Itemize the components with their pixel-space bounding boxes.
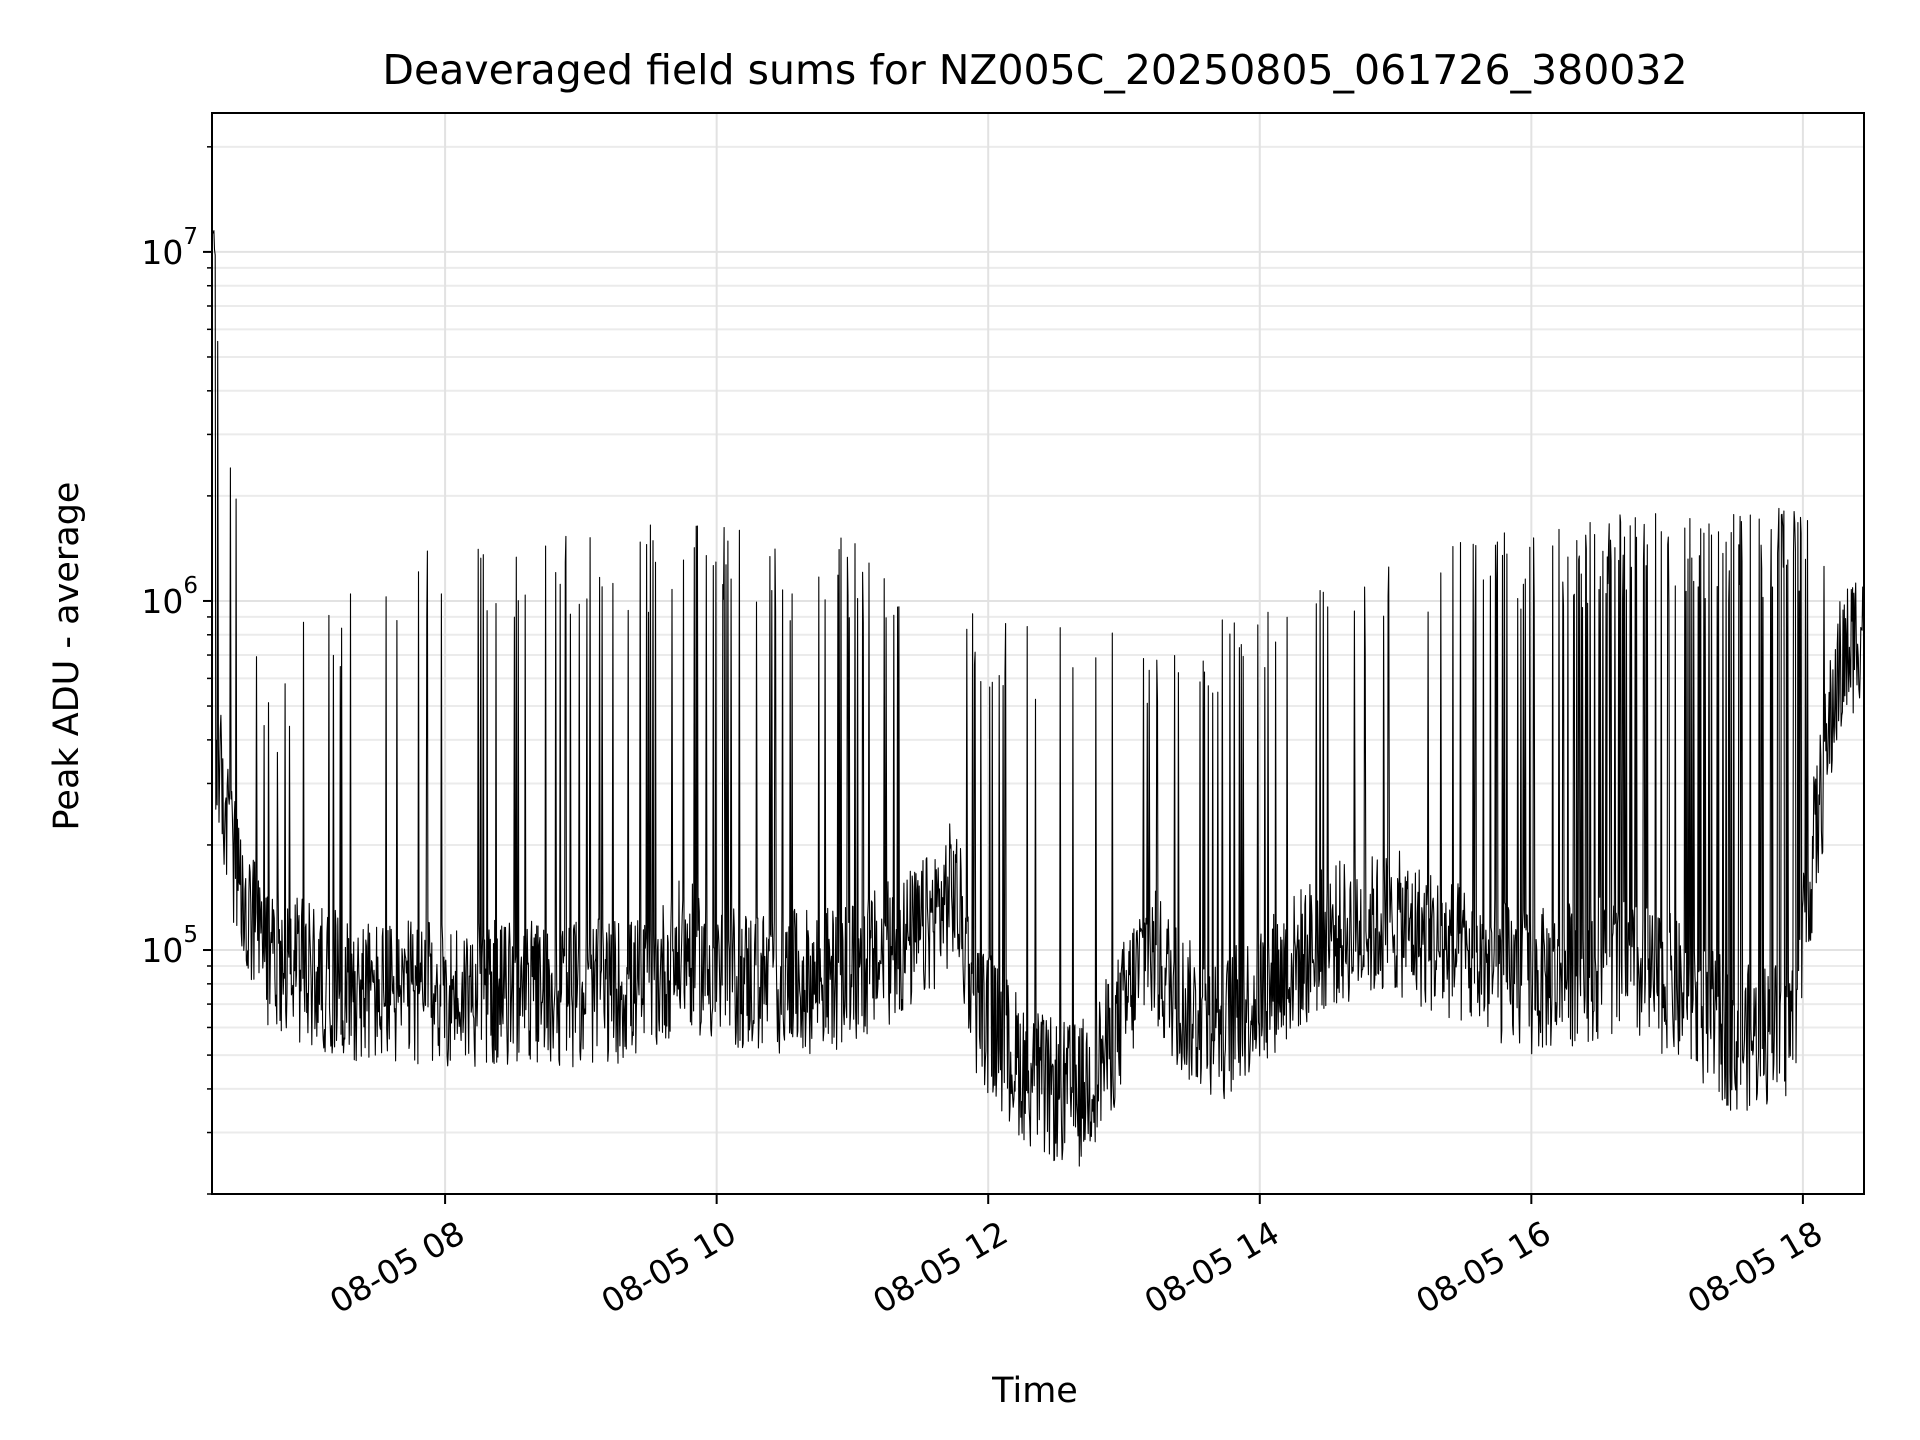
y-tick-exponent: 7: [183, 224, 198, 250]
chart-title: Deaveraged field sums for NZ005C_2025080…: [382, 46, 1687, 94]
data-series: [211, 223, 1865, 1167]
series-line: [211, 223, 1865, 1167]
y-axis-label: Peak ADU - average: [47, 482, 87, 831]
y-tick-exponent: 6: [183, 573, 198, 599]
y-tick-exponent: 5: [183, 922, 198, 948]
plot-frame: [211, 112, 1865, 1195]
x-axis-label: Time: [991, 1371, 1078, 1411]
